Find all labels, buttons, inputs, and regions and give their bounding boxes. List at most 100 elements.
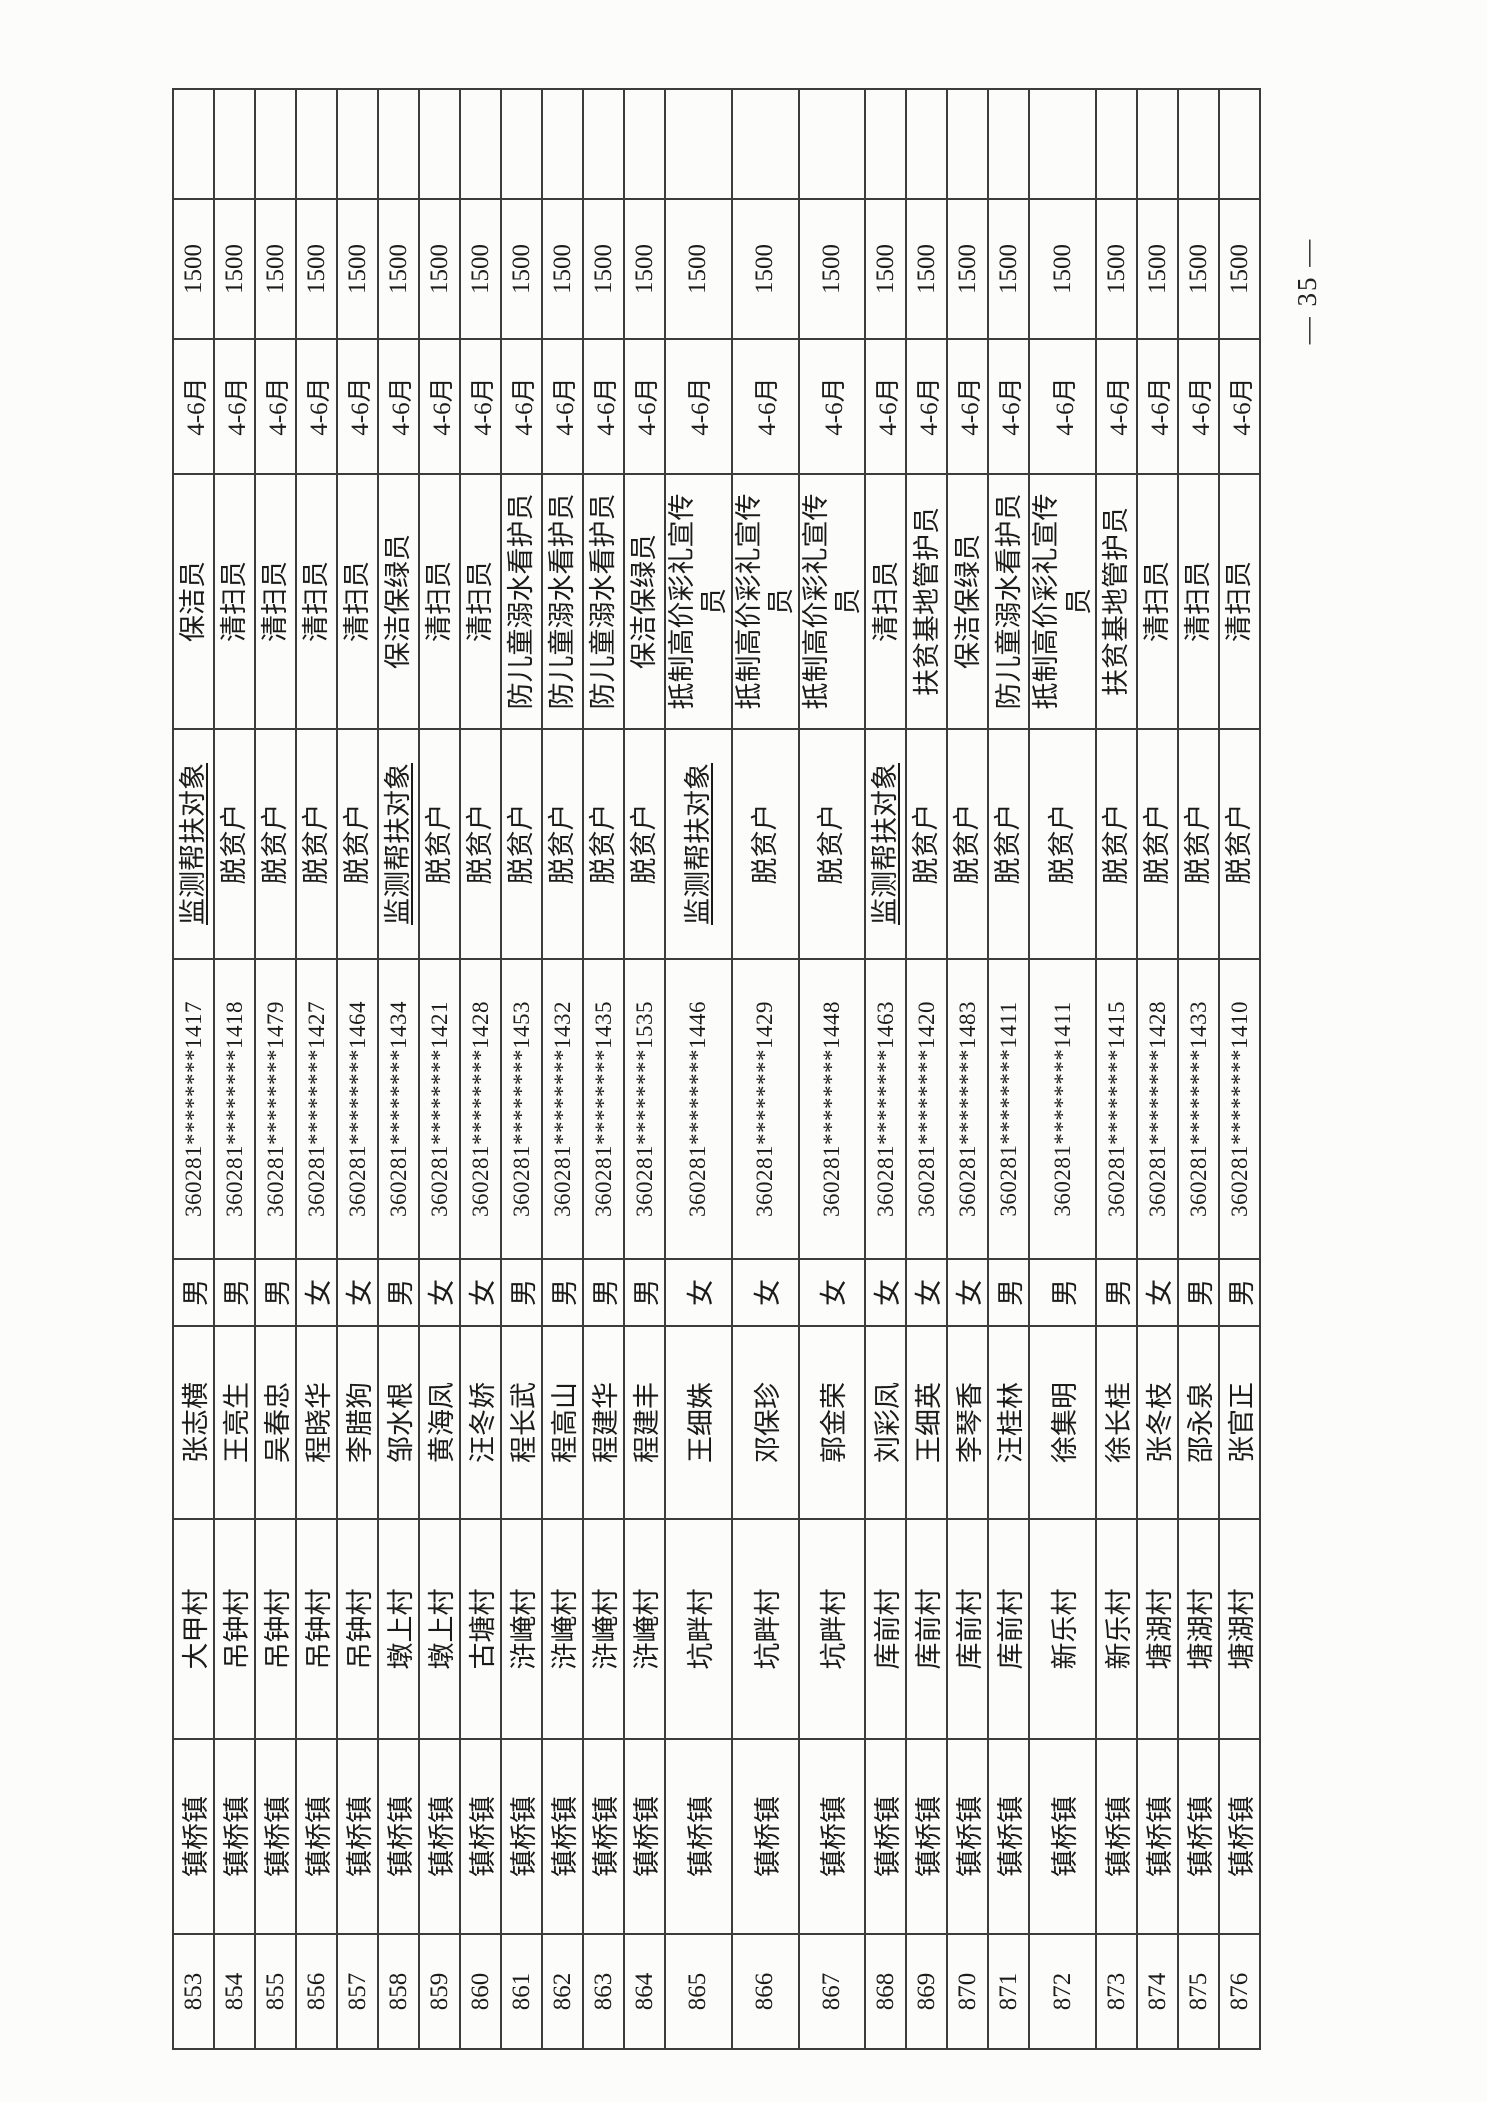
cell-name: 吴春忠 bbox=[255, 1326, 296, 1519]
table-row: 872 镇桥镇 新乐村 徐集明男 360281********1411 脱贫户 抵制高价彩礼… bbox=[1029, 89, 1097, 2049]
cell-gender: 女 bbox=[865, 1259, 907, 1326]
cell-amount: 1500 bbox=[296, 199, 337, 339]
cell-id_number: 360281********1435 bbox=[583, 959, 624, 1259]
cell-gender: 男 bbox=[173, 1259, 214, 1326]
cell-amount: 1500 bbox=[419, 199, 460, 339]
cell-id_number: 360281********1432 bbox=[542, 959, 583, 1259]
cell-gender: 女 bbox=[337, 1259, 378, 1326]
cell-name: 邹水根 bbox=[378, 1326, 419, 1519]
cell-gender: 男 bbox=[624, 1259, 665, 1326]
cell-id_number: 360281********1463 bbox=[865, 959, 907, 1259]
subsidy-table: 853 镇桥镇 大甲村 张志横男 360281********1417 监测帮扶对象 保洁员… bbox=[172, 88, 1261, 2050]
cell-seq: 854 bbox=[214, 1934, 255, 2049]
cell-job: 防儿童溺水看护员 bbox=[542, 474, 583, 729]
table-row: 862 镇桥镇 浒崦村 程高山男 360281********1432 脱贫户 防儿童溺水看… bbox=[542, 89, 583, 2049]
cell-id_number: 360281********1417 bbox=[173, 959, 214, 1259]
cell-job: 抵制高价彩礼宣传员 bbox=[731, 474, 799, 729]
cell-category: 脱贫户 bbox=[947, 729, 989, 959]
cell-category: 脱贫户 bbox=[460, 729, 501, 959]
cell-village: 古塘村 bbox=[460, 1519, 501, 1739]
cell-remark bbox=[665, 89, 732, 199]
cell-amount: 1500 bbox=[378, 199, 419, 339]
cell-amount: 1500 bbox=[460, 199, 501, 339]
table-row: 861 镇桥镇 浒崦村 程长武男 360281********1453 脱贫户 防儿童溺水看… bbox=[501, 89, 542, 2049]
cell-seq: 875 bbox=[1178, 1934, 1220, 2049]
cell-village: 吊钟村 bbox=[214, 1519, 255, 1739]
page-number: — 35 — bbox=[1291, 237, 1322, 345]
cell-name: 郭金荣 bbox=[798, 1326, 866, 1519]
cell-amount: 1500 bbox=[214, 199, 255, 339]
cell-village: 大甲村 bbox=[173, 1519, 214, 1739]
cell-months: 4-6月 bbox=[214, 339, 255, 474]
cell-remark bbox=[501, 89, 542, 199]
cell-village: 新乐村 bbox=[1096, 1519, 1138, 1739]
cell-name: 李腊狗 bbox=[337, 1326, 378, 1519]
cell-months: 4-6月 bbox=[1178, 339, 1220, 474]
cell-months: 4-6月 bbox=[1219, 339, 1261, 474]
cell-village: 墩上村 bbox=[378, 1519, 419, 1739]
cell-gender: 男 bbox=[501, 1259, 542, 1326]
cell-remark bbox=[988, 89, 1030, 199]
cell-seq: 867 bbox=[798, 1934, 866, 2049]
cell-category: 脱贫户 bbox=[731, 729, 799, 959]
cell-name: 王细姝 bbox=[665, 1326, 732, 1519]
cell-village: 坑畔村 bbox=[798, 1519, 866, 1739]
cell-id_number: 360281********1448 bbox=[798, 959, 866, 1259]
cell-gender: 男 bbox=[1029, 1259, 1097, 1326]
table-row: 871 镇桥镇 库前村 汪桂林男 360281********1411 脱贫户 防儿童溺水看… bbox=[988, 89, 1030, 2049]
cell-seq: 865 bbox=[665, 1934, 732, 2049]
cell-seq: 858 bbox=[378, 1934, 419, 2049]
table-row: 875 镇桥镇 塘湖村 邵永泉男 360281********1433 脱贫户 清扫员 4-6… bbox=[1178, 89, 1220, 2049]
cell-months: 4-6月 bbox=[798, 339, 866, 474]
cell-months: 4-6月 bbox=[583, 339, 624, 474]
cell-remark bbox=[583, 89, 624, 199]
cell-months: 4-6月 bbox=[1096, 339, 1138, 474]
cell-seq: 866 bbox=[731, 1934, 799, 2049]
cell-name: 张志横 bbox=[173, 1326, 214, 1519]
cell-name: 程晓华 bbox=[296, 1326, 337, 1519]
cell-amount: 1500 bbox=[665, 199, 732, 339]
cell-town: 镇桥镇 bbox=[214, 1739, 255, 1934]
cell-town: 镇桥镇 bbox=[1029, 1739, 1097, 1934]
cell-town: 镇桥镇 bbox=[1219, 1739, 1261, 1934]
cell-remark bbox=[731, 89, 799, 199]
cell-remark bbox=[419, 89, 460, 199]
cell-village: 吊钟村 bbox=[337, 1519, 378, 1739]
cell-job: 清扫员 bbox=[296, 474, 337, 729]
cell-job: 防儿童溺水看护员 bbox=[583, 474, 624, 729]
cell-remark bbox=[460, 89, 501, 199]
cell-name: 刘彩凤 bbox=[865, 1326, 907, 1519]
cell-category: 脱贫户 bbox=[988, 729, 1030, 959]
cell-category: 脱贫户 bbox=[906, 729, 948, 959]
cell-amount: 1500 bbox=[501, 199, 542, 339]
cell-id_number: 360281********1420 bbox=[906, 959, 948, 1259]
cell-town: 镇桥镇 bbox=[296, 1739, 337, 1934]
cell-name: 邓保珍 bbox=[731, 1326, 799, 1519]
cell-job: 抵制高价彩礼宣传员 bbox=[1029, 474, 1097, 729]
cell-town: 镇桥镇 bbox=[731, 1739, 799, 1934]
cell-village: 坑畔村 bbox=[731, 1519, 799, 1739]
cell-seq: 859 bbox=[419, 1934, 460, 2049]
cell-seq: 871 bbox=[988, 1934, 1030, 2049]
cell-id_number: 360281********1427 bbox=[296, 959, 337, 1259]
cell-seq: 868 bbox=[865, 1934, 907, 2049]
cell-job: 防儿童溺水看护员 bbox=[988, 474, 1030, 729]
cell-gender: 男 bbox=[542, 1259, 583, 1326]
cell-town: 镇桥镇 bbox=[988, 1739, 1030, 1934]
cell-gender: 女 bbox=[906, 1259, 948, 1326]
cell-town: 镇桥镇 bbox=[865, 1739, 907, 1934]
rotated-table-area: 853 镇桥镇 大甲村 张志横男 360281********1417 监测帮扶对象 保洁员… bbox=[172, 89, 1261, 2050]
cell-remark bbox=[1178, 89, 1220, 199]
cell-amount: 1500 bbox=[906, 199, 948, 339]
cell-name: 徐长桂 bbox=[1096, 1326, 1138, 1519]
cell-gender: 男 bbox=[583, 1259, 624, 1326]
cell-town: 镇桥镇 bbox=[255, 1739, 296, 1934]
cell-job: 清扫员 bbox=[337, 474, 378, 729]
cell-remark bbox=[378, 89, 419, 199]
table-row: 869 镇桥镇 库前村 王细英女 360281********1420 脱贫户 扶贫基地管护… bbox=[906, 89, 948, 2049]
cell-town: 镇桥镇 bbox=[583, 1739, 624, 1934]
cell-name: 张冬枝 bbox=[1137, 1326, 1179, 1519]
cell-seq: 856 bbox=[296, 1934, 337, 2049]
cell-months: 4-6月 bbox=[255, 339, 296, 474]
cell-amount: 1500 bbox=[947, 199, 989, 339]
